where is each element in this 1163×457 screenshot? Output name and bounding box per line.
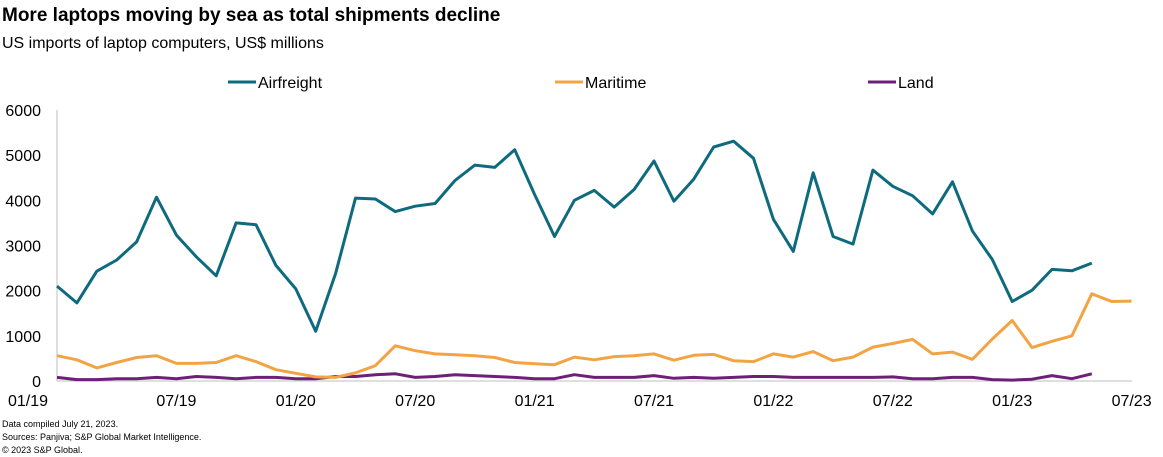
x-tick-label: 07/23 xyxy=(1112,393,1152,410)
x-tick-label: 07/21 xyxy=(634,393,674,410)
series-line-airfreight xyxy=(56,139,1093,333)
y-tick-label: 1000 xyxy=(5,329,41,346)
x-tick-label: 01/20 xyxy=(276,393,316,410)
x-tick-label: 07/19 xyxy=(156,393,196,410)
y-tick-label: 6000 xyxy=(5,103,41,120)
series-line-maritime xyxy=(56,292,1132,379)
x-tick-label: 01/23 xyxy=(992,393,1032,410)
x-tick-label: 01/22 xyxy=(753,393,793,410)
note-copyright: © 2023 S&P Global. xyxy=(2,445,83,455)
legend-label-airfreight: Airfreight xyxy=(258,75,323,92)
note-sources: Sources: Panjiva; S&P Global Market Inte… xyxy=(2,432,202,442)
y-tick-label: 4000 xyxy=(5,193,41,210)
x-tick-label: 07/20 xyxy=(395,393,435,410)
y-tick-label: 0 xyxy=(32,374,41,391)
series-line-land xyxy=(56,372,1093,382)
x-tick-label: 01/21 xyxy=(515,393,555,410)
chart-title: More laptops moving by sea as total ship… xyxy=(2,5,501,26)
legend-label-land: Land xyxy=(898,75,934,92)
legend-label-maritime: Maritime xyxy=(585,75,646,92)
y-tick-label: 2000 xyxy=(5,284,41,301)
y-tick-label: 3000 xyxy=(5,239,41,256)
y-tick-label: 5000 xyxy=(5,148,41,165)
note-compiled: Data compiled July 21, 2023. xyxy=(2,419,119,429)
chart-subtitle: US imports of laptop computers, US$ mill… xyxy=(2,35,324,52)
x-tick-label: 07/22 xyxy=(873,393,913,410)
x-tick-label: 01/19 xyxy=(8,393,48,410)
